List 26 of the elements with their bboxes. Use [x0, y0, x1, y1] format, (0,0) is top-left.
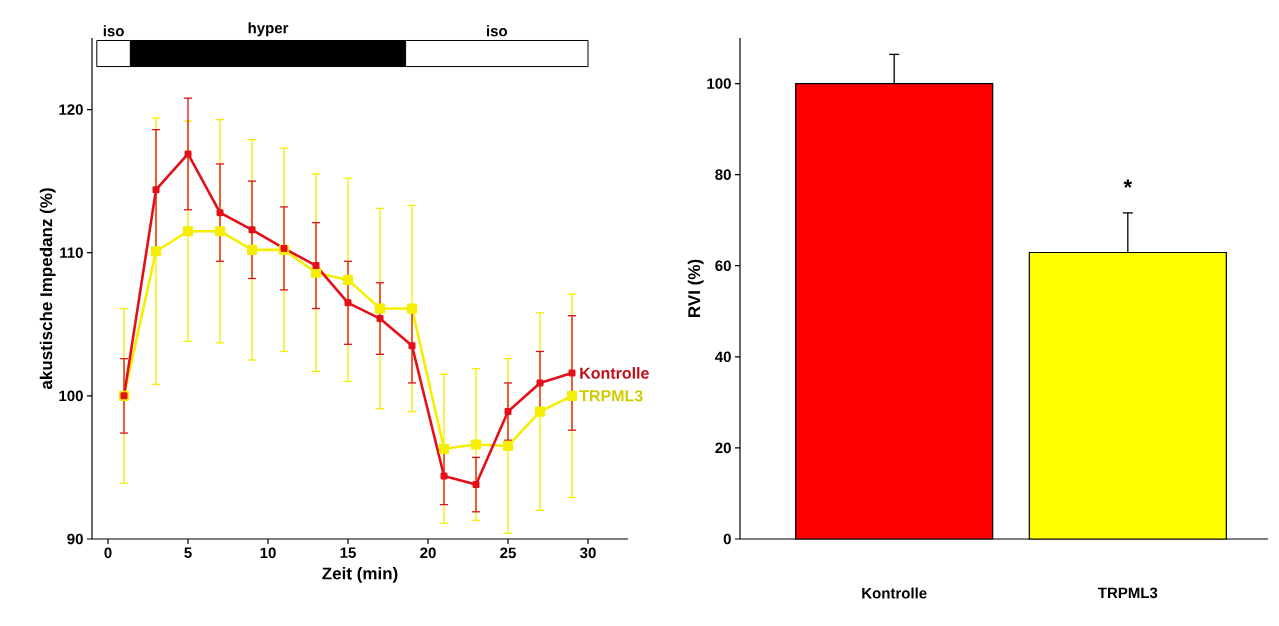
y-tick-label: 80: [715, 169, 731, 180]
y-axis-title: akustische Impedanz (%): [39, 188, 56, 390]
x-tick-label: 15: [340, 547, 356, 558]
x-tick-label: 20: [420, 547, 436, 559]
y-tick-label: 90: [67, 533, 83, 545]
x-tick-label: 10: [260, 547, 276, 559]
band-label: hyper: [248, 22, 289, 37]
series-label: Kontrolle: [580, 367, 649, 379]
y-axis-title: RVI (%): [687, 259, 704, 317]
y-tick-label: 100: [59, 390, 83, 402]
series-label: TRPML3: [579, 390, 643, 402]
y-tick-label: 0: [723, 533, 731, 545]
y-tick-label: 60: [715, 260, 731, 272]
annotation: *: [1123, 179, 1133, 188]
x-tick-label: 25: [500, 547, 516, 559]
y-tick-label: 110: [60, 247, 83, 259]
y-tick-label: 120: [59, 104, 83, 115]
x-tick-label: 5: [184, 547, 192, 558]
x-tick-label: 30: [580, 547, 596, 559]
x-tick-label: 0: [104, 547, 112, 559]
band-label: iso: [487, 25, 508, 37]
y-tick-label: 100: [707, 78, 731, 89]
y-tick-label: 40: [715, 351, 731, 363]
band-label: iso: [103, 25, 124, 37]
x-axis-title: Zeit (min): [322, 567, 398, 583]
y-tick-label: 20: [715, 442, 731, 454]
